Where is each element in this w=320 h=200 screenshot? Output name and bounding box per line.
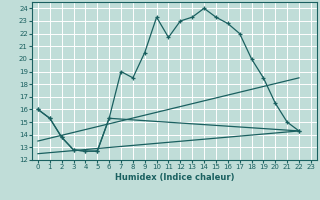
- X-axis label: Humidex (Indice chaleur): Humidex (Indice chaleur): [115, 173, 234, 182]
